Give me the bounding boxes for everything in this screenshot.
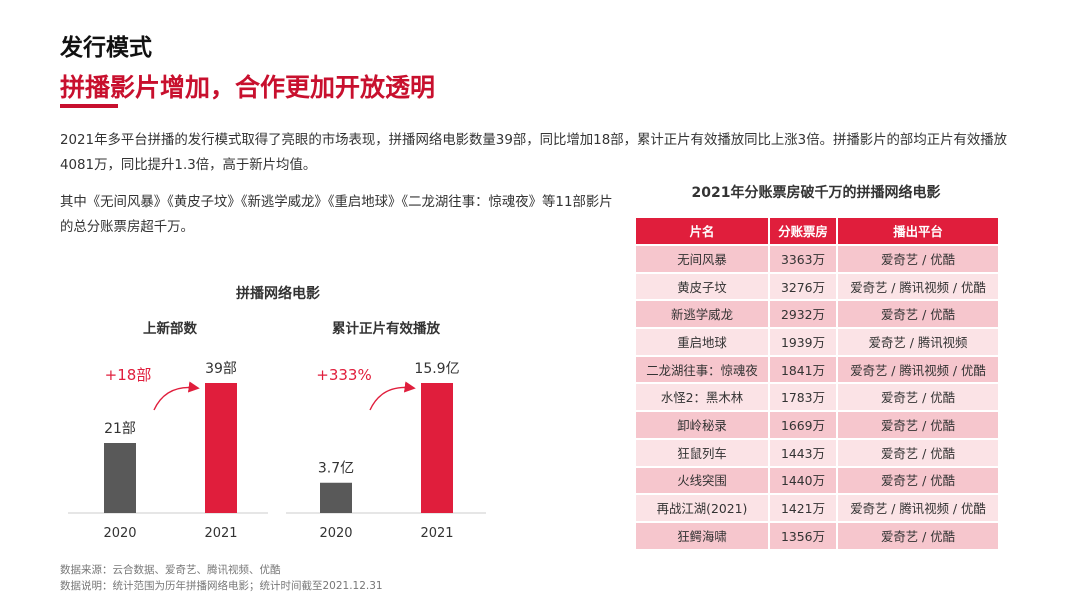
chart-group-title: 拼播网络电影 (236, 285, 320, 302)
table-cell-revenue: 1440万 (770, 467, 838, 494)
table-row: 狂鳄海啸 1356万 爱奇艺 / 优酷 (636, 522, 998, 549)
summary-paragraph: 2021年多平台拼播的发行模式取得了亮眼的市场表现，拼播网络电影数量39部，同比… (60, 133, 1008, 173)
table-row: 水怪2：黑木林 1783万 爱奇艺 / 优酷 (636, 384, 998, 411)
growth-annotation: +333% (316, 366, 371, 384)
table-cell-revenue: 1669万 (770, 412, 838, 438)
table-row: 卸岭秘录 1669万 爱奇艺 / 优酷 (636, 412, 998, 438)
table-row: 重启地球 1939万 爱奇艺 / 腾讯视频 (636, 329, 998, 355)
table-cell-platform: 爱奇艺 / 优酷 (838, 439, 998, 466)
bar-value-label: 21部 (104, 421, 136, 437)
growth-annotation: +18部 (105, 366, 152, 384)
table-cell-title: 火线突围 (636, 467, 770, 494)
table-cell-platform: 爱奇艺 / 腾讯视频 (838, 329, 998, 355)
table-cell-title: 重启地球 (636, 329, 770, 355)
table-cell-title: 再战江湖(2021) (636, 495, 770, 521)
table-cell-revenue: 1421万 (770, 495, 838, 521)
table-row: 二龙湖往事：惊魂夜 1841万 爱奇艺 / 腾讯视频 / 优酷 (636, 356, 998, 383)
table-header-row: 片名 分账票房 播出平台 (636, 218, 998, 244)
source-note: 数据来源：云合数据、爱奇艺、腾讯视频、优酷 数据说明：统计范围为历年拼播网络电影… (60, 562, 383, 594)
table-row: 火线突围 1440万 爱奇艺 / 优酷 (636, 467, 998, 494)
chart-subtitle: 累计正片有效播放 (332, 320, 440, 337)
table-cell-title: 水怪2：黑木林 (636, 384, 770, 411)
table-cell-platform: 爱奇艺 / 腾讯视频 / 优酷 (838, 495, 998, 521)
column-header-title: 片名 (636, 218, 770, 244)
table-cell-revenue: 1841万 (770, 356, 838, 383)
bar-2020 (104, 443, 136, 513)
bar-2020 (320, 482, 352, 513)
box-office-table: 片名 分账票房 播出平台 无间风暴 3363万 爱奇艺 / 优酷 黄皮子坟 3276万爱… (636, 216, 998, 551)
growth-arrow (369, 381, 416, 411)
table-cell-platform: 爱奇艺 / 腾讯视频 / 优酷 (838, 273, 998, 300)
page-heading: 发行模式 (60, 35, 152, 61)
table-row: 黄皮子坟 3276万 爱奇艺 / 腾讯视频 / 优酷 (636, 273, 998, 300)
bar-charts: 拼播网络电影上新部数 21部 2020 39部 2021 +18部 累计正片有效播放 3.7亿… (50, 270, 610, 560)
growth-arrow (153, 381, 200, 411)
x-tick-label: 2021 (420, 526, 453, 541)
bar-value-label: 3.7亿 (318, 461, 354, 477)
page-subheading: 拼播影片增加，合作更加开放透明 (60, 73, 436, 102)
table-row: 再战江湖(2021) 1421万 爱奇艺 / 腾讯视频 / 优酷 (636, 495, 998, 521)
table-cell-revenue: 3363万 (770, 246, 838, 272)
bar-value-label: 39部 (205, 361, 237, 377)
table-cell-platform: 爱奇艺 / 优酷 (838, 467, 998, 494)
table-cell-platform: 爱奇艺 / 优酷 (838, 412, 998, 438)
table-row: 无间风暴 3363万 爱奇艺 / 优酷 (636, 246, 998, 272)
table-cell-title: 狂鼠列车 (636, 439, 770, 466)
column-header-platform: 播出平台 (838, 218, 998, 244)
table-cell-revenue: 1443万 (770, 439, 838, 466)
source-line: 数据来源：云合数据、爱奇艺、腾讯视频、优酷 (60, 564, 281, 576)
column-header-revenue: 分账票房 (770, 218, 838, 244)
table-cell-platform: 爱奇艺 / 优酷 (838, 384, 998, 411)
table-cell-title: 卸岭秘录 (636, 412, 770, 438)
table-cell-revenue: 1783万 (770, 384, 838, 411)
table-row: 狂鼠列车 1443万 爱奇艺 / 优酷 (636, 439, 998, 466)
table-cell-platform: 爱奇艺 / 优酷 (838, 246, 998, 272)
table-cell-platform: 爱奇艺 / 优酷 (838, 522, 998, 549)
x-tick-label: 2020 (319, 526, 352, 541)
table-cell-title: 二龙湖往事：惊魂夜 (636, 356, 770, 383)
source-explanation: 数据说明：统计范围为历年拼播网络电影；统计时间截至2021.12.31 (60, 580, 383, 592)
table-cell-title: 无间风暴 (636, 246, 770, 272)
table-cell-revenue: 1939万 (770, 329, 838, 355)
table-cell-platform: 爱奇艺 / 优酷 (838, 301, 998, 328)
accent-divider (60, 104, 118, 108)
bar-value-label: 15.9亿 (414, 361, 459, 377)
x-tick-label: 2021 (204, 526, 237, 541)
table-cell-title: 狂鳄海啸 (636, 522, 770, 549)
table-cell-revenue: 2932万 (770, 301, 838, 328)
bar-2021 (421, 383, 453, 513)
table-cell-title: 新逃学威龙 (636, 301, 770, 328)
table-cell-title: 黄皮子坟 (636, 273, 770, 300)
table-cell-revenue: 1356万 (770, 522, 838, 549)
bar-2021 (205, 383, 237, 513)
table-title: 2021年分账票房破千万的拼播网络电影 (691, 185, 941, 201)
x-tick-label: 2020 (103, 526, 136, 541)
table-cell-revenue: 3276万 (770, 273, 838, 300)
highlight-paragraph: 其中《无间风暴》《黄皮子坟》《新逃学威龙》《重启地球》《二龙湖往事：惊魂夜》等1… (60, 195, 613, 235)
table-row: 新逃学威龙 2932万 爱奇艺 / 优酷 (636, 301, 998, 328)
chart-subtitle: 上新部数 (143, 320, 197, 337)
table-cell-platform: 爱奇艺 / 腾讯视频 / 优酷 (838, 356, 998, 383)
